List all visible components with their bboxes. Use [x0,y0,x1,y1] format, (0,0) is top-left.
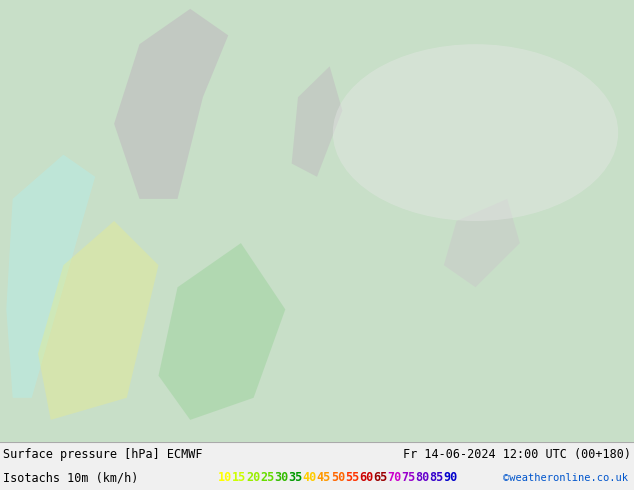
Text: 90: 90 [444,471,458,484]
Text: Isotachs 10m (km/h): Isotachs 10m (km/h) [3,471,138,484]
Polygon shape [114,9,228,199]
Text: Fr 14-06-2024 12:00 UTC (00+180): Fr 14-06-2024 12:00 UTC (00+180) [403,448,631,461]
Text: 40: 40 [302,471,317,484]
Text: 75: 75 [401,471,415,484]
Polygon shape [444,199,520,287]
Text: 45: 45 [317,471,331,484]
Polygon shape [292,66,342,177]
Text: Surface pressure [hPa] ECMWF: Surface pressure [hPa] ECMWF [3,448,202,461]
Polygon shape [38,221,158,420]
Text: 10: 10 [218,471,232,484]
Text: 30: 30 [275,471,288,484]
Text: ©weatheronline.co.uk: ©weatheronline.co.uk [503,472,628,483]
Polygon shape [158,243,285,420]
Text: 25: 25 [261,471,275,484]
Ellipse shape [333,44,618,221]
Text: 35: 35 [288,471,303,484]
Text: 50: 50 [331,471,345,484]
Text: 15: 15 [232,471,247,484]
Text: 80: 80 [415,471,430,484]
Text: 60: 60 [359,471,373,484]
Text: 85: 85 [429,471,444,484]
Text: 55: 55 [345,471,359,484]
Polygon shape [6,155,95,398]
Text: 65: 65 [373,471,387,484]
Text: 20: 20 [246,471,261,484]
Text: 70: 70 [387,471,401,484]
